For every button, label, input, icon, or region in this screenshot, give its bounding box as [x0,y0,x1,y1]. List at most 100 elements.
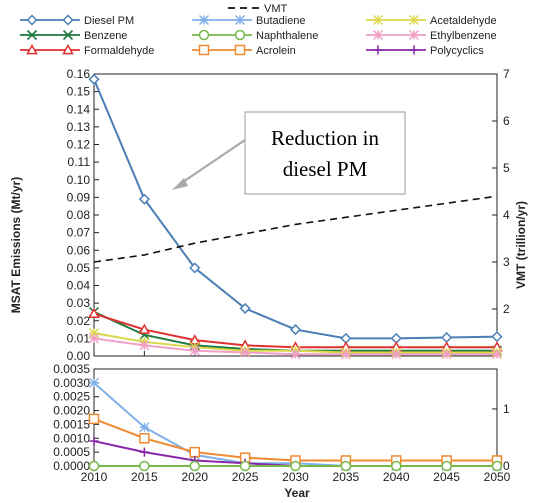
upper-panel-left-tick-label: 0.06 [67,243,91,257]
upper-panel-left-tick-label: 0.05 [67,261,91,275]
legend-label: Benzene [84,30,127,42]
series-ethylbenzene [89,333,502,360]
lower-panel-left-tick-label: 0.0030 [53,376,90,390]
data-point-naphthalene [491,460,503,472]
x-tick-label: 2045 [433,470,460,484]
legend-marker [26,29,38,41]
legend-marker [62,43,74,55]
legend-label: Butadiene [256,15,306,27]
lower-panel-left-tick-label: 0.0005 [53,445,90,459]
upper-panel-left-tick-label: 0.09 [67,190,91,204]
upper-panel-left-tick-label: 0.14 [67,102,91,116]
lower-panel-left-tick-label: 0.0015 [53,417,90,431]
lower-panel-left-tick-label: 0.0020 [53,404,90,418]
legend-marker [234,44,246,56]
lower-panel-right-tick-label: 1 [503,402,510,416]
data-point-diesel-pm [289,324,302,336]
legend-item-naphthalene: Naphthalene [192,29,318,42]
legend-item-ethylbenzene: Ethylbenzene [366,30,497,42]
data-point-ethylbenzene [340,349,351,360]
upper-panel-left-tick-label: 0.15 [67,85,91,99]
x-tick-label: 2035 [333,470,360,484]
upper-panel-right-tick-label: 5 [503,161,510,175]
data-point-naphthalene [189,460,200,472]
lower-panel-left-tick-label: 0.0000 [53,459,90,473]
series-acrolein [88,413,503,466]
data-point-diesel-pm [88,73,100,85]
data-point-ethylbenzene [290,349,301,360]
data-point-acrolein [88,413,100,425]
lower-panel-left-tick-label: 0.0035 [53,362,90,376]
data-point-diesel-pm [138,193,150,205]
annotation-arrowhead [172,178,188,190]
data-point-acrolein [189,446,200,458]
legend-item-diesel-pm: Diesel PM [20,14,134,27]
legend-marker [373,45,383,55]
x-tick-label: 2015 [131,470,158,484]
series-naphthalene [88,460,503,472]
annotation-line-1: Reduction in [271,126,379,150]
x-tick-label: 2010 [81,470,108,484]
series-line-vmt [93,195,498,263]
upper-panel-left-tick-label: 0.13 [67,120,91,134]
data-point-diesel-pm [441,331,453,344]
upper-panel-left-tick-label: 0.16 [67,67,91,81]
upper-panel-left-tick-label: 0.11 [68,155,91,169]
upper-panel-right-tick-label: 6 [503,114,510,128]
x-tick-label: 2040 [383,470,410,484]
data-point-diesel-pm [239,302,251,314]
annotation-line-2: diesel PM [283,157,368,181]
data-point-ethylbenzene [240,347,251,358]
data-point-ethylbenzene [441,349,452,360]
legend-label: Acrolein [256,45,296,57]
upper-panel-left-tick-label: 0.08 [67,208,91,222]
data-point-diesel-pm [491,331,503,343]
legend-item-butadiene: Butadiene [192,15,306,27]
annotation: Reduction in diesel PM [172,111,406,195]
legend-item-benzene: Benzene [20,29,127,42]
upper-panel-left-tick-label: 0.07 [67,226,91,240]
legend-marker [198,44,210,56]
x-tick-label: 2025 [232,470,259,484]
data-point-ethylbenzene [189,345,200,356]
lower-panel-left-tick-label: 0.0010 [53,431,90,445]
legend-marker [198,29,210,41]
legend-item-polycyclics: Polycyclics [366,45,484,57]
upper-panel-left-tick-label: 0.03 [67,296,91,310]
legend-label: Acetaldehyde [430,15,497,27]
upper-panel-right-tick-label: 4 [503,208,510,222]
data-point-polycyclics [139,447,149,457]
legend-item-acrolein: Acrolein [192,44,296,57]
lower-panel-right-tick-label: 0 [503,459,510,473]
legend-marker [409,15,419,25]
legend-label: Diesel PM [84,15,134,27]
legend-marker [26,14,38,26]
legend-marker [373,30,383,40]
x-tick-label: 2050 [484,470,511,484]
legend-label: Ethylbenzene [430,30,497,42]
data-point-ethylbenzene [391,349,402,360]
upper-panel-left-tick-label: 0.01 [67,331,91,345]
data-point-butadiene [139,422,150,433]
data-point-formaldehyde [138,323,151,334]
y-axis-label-left: MSAT Emissions (Mt/yr) [9,177,23,313]
upper-panel-left-tick-label: 0.02 [67,314,91,328]
x-tick-label: 2020 [181,470,208,484]
data-point-naphthalene [88,460,100,472]
data-point-naphthalene [340,460,352,472]
upper-panel: 0.00 0.01 0.02 0.03 0.04 0.05 0.06 0.07 0.08 0.09… [67,67,510,363]
legend-label: VMT [264,3,288,15]
data-point-naphthalene [391,460,402,472]
data-point-diesel-pm [189,262,201,274]
legend-marker [234,29,246,41]
upper-panel-left-tick-label: 0.12 [67,138,91,152]
data-point-butadiene [89,377,99,388]
legend-marker [62,14,74,26]
data-point-naphthalene [290,460,301,472]
data-point-formaldehyde [88,307,100,319]
series-vmt [93,195,498,263]
legend-marker [235,15,245,25]
x-axis-label: Year [284,486,310,500]
annotation-box [244,111,406,195]
lower-panel: 0.00000.00050.00100.00150.00200.00250.00… [53,362,510,484]
